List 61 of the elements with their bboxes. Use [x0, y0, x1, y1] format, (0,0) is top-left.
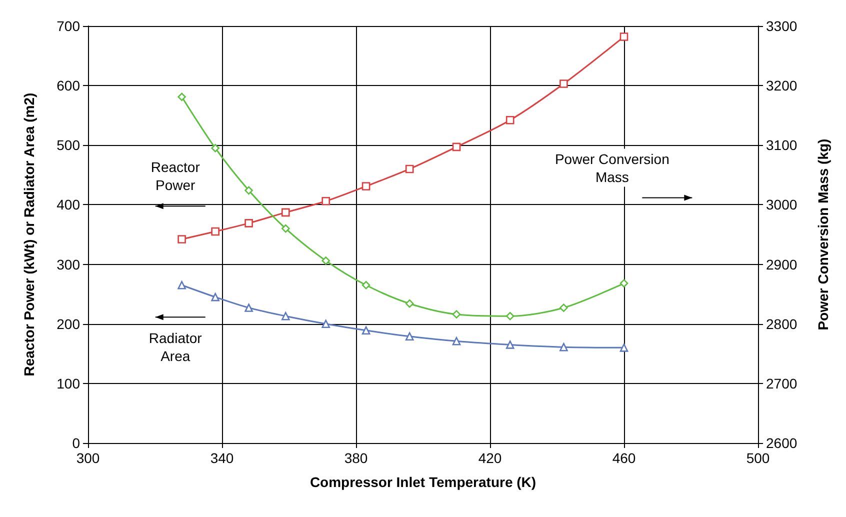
- x-tick-label: 380: [344, 450, 368, 466]
- point: [560, 304, 568, 312]
- y-tick-label: 300: [56, 256, 80, 272]
- point: [178, 92, 186, 102]
- point: [282, 312, 290, 320]
- point: [452, 310, 461, 318]
- y2-tick-label: 2800: [766, 316, 798, 332]
- y-tick-label: 400: [56, 196, 80, 213]
- point: [322, 196, 330, 206]
- point: [362, 182, 370, 190]
- y2-tick-label: 2600: [766, 435, 798, 451]
- point: [244, 186, 253, 195]
- point: [322, 320, 330, 328]
- point: [405, 164, 414, 174]
- point: [322, 256, 330, 265]
- point: [362, 326, 370, 335]
- y2-tick-label: 3200: [766, 78, 798, 94]
- point: [452, 336, 461, 346]
- x-tick-label: 300: [76, 450, 100, 466]
- y-tick-label: 0: [72, 435, 80, 451]
- annotation: Radiator Area: [148, 330, 202, 364]
- point: [178, 280, 186, 290]
- y-tick-label: 600: [56, 78, 80, 94]
- annotation: Power Conversion Mass: [554, 150, 670, 185]
- y2-tick-label: 2700: [766, 375, 798, 392]
- y-tick-label: 700: [56, 18, 80, 34]
- point: [282, 224, 290, 233]
- x-tick-label: 500: [746, 450, 770, 466]
- y2-tick-label: 3300: [766, 18, 798, 34]
- point: [452, 142, 461, 152]
- y2-tick-label: 2900: [766, 256, 798, 272]
- point: [620, 279, 628, 288]
- x-tick-label: 420: [478, 450, 502, 466]
- annotation: Reactor Power: [150, 159, 200, 194]
- point: [506, 312, 514, 320]
- y-tick-label: 500: [56, 137, 80, 154]
- x-axis-title: Compressor Inlet Temperature (K): [310, 474, 536, 490]
- point: [560, 80, 568, 88]
- x-tick-label: 340: [210, 450, 234, 466]
- point: [178, 235, 186, 244]
- point: [244, 304, 253, 312]
- point: [211, 144, 220, 152]
- x-tick-label: 460: [612, 450, 636, 466]
- y2-tick-label: 3000: [766, 196, 798, 213]
- point: [244, 219, 253, 228]
- point: [405, 332, 414, 341]
- point: [620, 32, 628, 41]
- point: [211, 292, 220, 302]
- y2-tick-label: 3100: [766, 137, 798, 154]
- point: [405, 299, 414, 308]
- point: [620, 344, 628, 352]
- y-axis-title: Reactor Power (kWt) or Radiator Area (m2): [21, 92, 37, 376]
- y-tick-label: 200: [56, 316, 80, 332]
- y-tick-label: 100: [56, 375, 80, 392]
- point: [282, 208, 290, 217]
- y2-axis-title: Power Conversion Mass (kg): [815, 138, 831, 330]
- point: [211, 227, 220, 236]
- point: [506, 116, 514, 124]
- point: [506, 340, 514, 349]
- point: [560, 342, 568, 352]
- point: [362, 280, 370, 290]
